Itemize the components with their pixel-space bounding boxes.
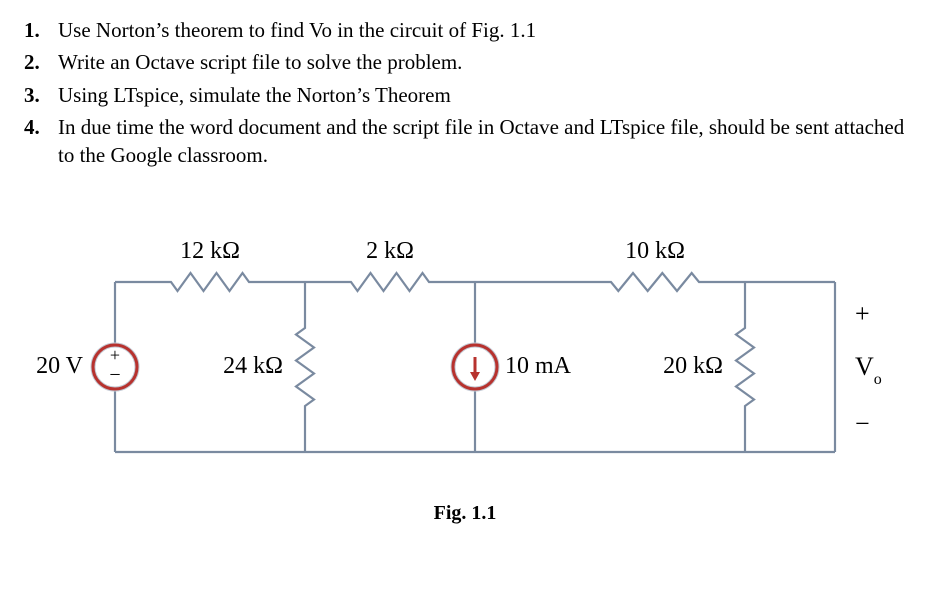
- svg-text:+: +: [855, 299, 870, 328]
- svg-text:2 kΩ: 2 kΩ: [366, 238, 414, 264]
- svg-text:10 mA: 10 mA: [505, 353, 572, 379]
- question-number: 4.: [24, 113, 58, 170]
- figure-caption: Fig. 1.1: [24, 502, 906, 525]
- svg-text:Vo: Vo: [855, 352, 882, 388]
- svg-text:−: −: [109, 364, 120, 386]
- question-item: 4. In due time the word document and the…: [24, 113, 906, 170]
- svg-text:+: +: [110, 345, 120, 365]
- svg-text:20 kΩ: 20 kΩ: [663, 353, 723, 379]
- svg-text:12 kΩ: 12 kΩ: [180, 238, 240, 264]
- question-item: 3. Using LTspice, simulate the Norton’s …: [24, 81, 906, 109]
- svg-text:120 V: 120 V: [35, 353, 84, 379]
- svg-text:−: −: [855, 409, 870, 438]
- question-number: 3.: [24, 81, 58, 109]
- svg-text:10 kΩ: 10 kΩ: [625, 238, 685, 264]
- question-number: 2.: [24, 48, 58, 76]
- question-text: Use Norton’s theorem to find Vo in the c…: [58, 16, 906, 44]
- question-text: Write an Octave script file to solve the…: [58, 48, 906, 76]
- question-text: Using LTspice, simulate the Norton’s The…: [58, 81, 906, 109]
- question-item: 1. Use Norton’s theorem to find Vo in th…: [24, 16, 906, 44]
- question-list: 1. Use Norton’s theorem to find Vo in th…: [24, 16, 906, 170]
- question-text: In due time the word document and the sc…: [58, 113, 906, 170]
- circuit-diagram: +−120 V12 kΩ24 kΩ2 kΩ10 mA10 kΩ20 kΩ+Vo−: [24, 202, 906, 492]
- question-number: 1.: [24, 16, 58, 44]
- svg-text:24 kΩ: 24 kΩ: [223, 353, 283, 379]
- question-item: 2. Write an Octave script file to solve …: [24, 48, 906, 76]
